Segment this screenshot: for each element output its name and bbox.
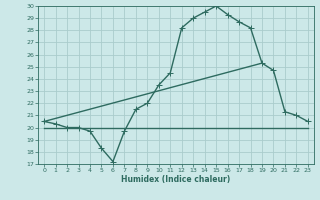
X-axis label: Humidex (Indice chaleur): Humidex (Indice chaleur)	[121, 175, 231, 184]
